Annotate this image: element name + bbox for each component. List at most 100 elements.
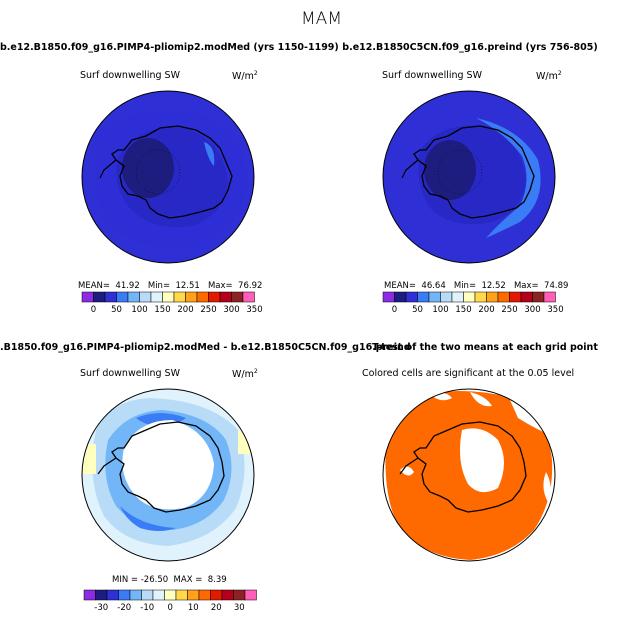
- map-1-coastline: [111, 125, 233, 219]
- map-1-outline: [81, 90, 255, 264]
- map-2-coastline: [413, 125, 535, 219]
- colorbar-tick-label: 200: [177, 305, 194, 315]
- colorbar-cell: [81, 291, 94, 303]
- map-3-yellow-east: [238, 430, 254, 454]
- colorbar-cell: [532, 291, 545, 303]
- map-2-peninsula: [401, 159, 419, 179]
- colorbar-cell: [474, 291, 487, 303]
- colorbar-tick-label: 0: [90, 305, 97, 315]
- colorbar-cell: [198, 589, 211, 601]
- colorbar-cell: [118, 589, 131, 601]
- colorbar-cell: [417, 291, 430, 303]
- panel-2-stats: MEAN= 46.64 Min= 12.52 Max= 74.89: [384, 281, 569, 291]
- colorbar-tick-label: -30: [94, 603, 109, 613]
- colorbar-tick-label: 100: [131, 305, 148, 315]
- colorbar-cell: [543, 291, 556, 303]
- colorbar-cell: [187, 589, 200, 601]
- colorbar-tick-label: 50: [111, 305, 122, 315]
- colorbar-cell: [463, 291, 476, 303]
- colorbar-cell: [451, 291, 464, 303]
- colorbar-cell: [231, 291, 244, 303]
- colorbar-tick-label: 30: [233, 603, 245, 613]
- colorbar-cell: [175, 589, 188, 601]
- map-panel-4: [383, 389, 555, 561]
- map-panel-3: [82, 389, 254, 561]
- colorbar-cell: [394, 291, 407, 303]
- map-4-coastline: [413, 421, 527, 513]
- colorbar-cell: [162, 291, 175, 303]
- colorbar-cell: [150, 291, 163, 303]
- colorbar-cell: [93, 291, 106, 303]
- colorbar-cell: [139, 291, 152, 303]
- panel-2-variable: Surf downwelling SW: [382, 70, 482, 81]
- map-2-light-band: [476, 118, 541, 238]
- colorbar-cell: [497, 291, 510, 303]
- colorbar-tick-label: 250: [501, 305, 518, 315]
- colorbar-cell: [382, 291, 395, 303]
- panel-title-4: T-test of the two means at each grid poi…: [372, 342, 598, 353]
- map-4-interior-gap: [460, 428, 504, 493]
- map-panel-1: [82, 91, 254, 263]
- figure-title: MAM: [301, 9, 342, 29]
- panel-title-2: b.e12.B1850C5CN.f09_g16.preind (yrs 756-…: [342, 42, 598, 53]
- panel-3-stats: MIN = -26.50 MAX = 8.39: [112, 575, 227, 585]
- map-4-peninsula: [399, 457, 419, 475]
- colorbar-cell: [520, 291, 533, 303]
- colorbar-cell: [173, 291, 186, 303]
- panel-2-units: W/m2: [536, 70, 562, 83]
- map-3-blue-south: [120, 506, 176, 531]
- colorbar-tick-label: 10: [187, 603, 199, 613]
- colorbar-1: [81, 291, 255, 303]
- panel-title-1: b.e12.B1850.f09_g16.PIMP4-pliomip2.modMe…: [0, 42, 339, 53]
- map-3-outline: [81, 388, 255, 562]
- colorbar-cell: [440, 291, 453, 303]
- colorbar-tick-label: 20: [210, 603, 222, 613]
- colorbar-tick-label: 300: [223, 305, 240, 315]
- map-3-coastline: [111, 421, 225, 513]
- map-4-gap-4: [543, 472, 551, 502]
- colorbar-cell: [210, 589, 223, 601]
- colorbar-cell: [104, 291, 117, 303]
- map-2-outline: [382, 90, 556, 264]
- map-1-peninsula: [99, 159, 117, 179]
- panel-3-units: W/m2: [232, 368, 258, 381]
- colorbar-cell: [509, 291, 522, 303]
- map-2-plateau-field: [424, 140, 476, 200]
- map-1-plateau-field: [122, 138, 174, 198]
- colorbar-cell: [95, 589, 108, 601]
- map-3-antarctica-fill: [122, 420, 214, 510]
- colorbar-cell: [141, 589, 154, 601]
- colorbar-cell: [116, 291, 129, 303]
- panel-3-variable: Surf downwelling SW: [80, 368, 180, 379]
- colorbar-cell: [106, 589, 119, 601]
- colorbar-cell: [242, 291, 255, 303]
- colorbar-tick-label: 50: [412, 305, 423, 315]
- colorbar-tick-label: -20: [117, 603, 132, 613]
- colorbar-tick-label: -10: [140, 603, 155, 613]
- panel-title-3: .B1850.f09_g16.PIMP4-pliomip2.modMed - b…: [0, 342, 411, 353]
- colorbar-cell: [208, 291, 221, 303]
- colorbar-cell: [486, 291, 499, 303]
- colorbar-cell: [233, 589, 246, 601]
- colorbar-cell: [185, 291, 198, 303]
- colorbar-3: [83, 589, 257, 601]
- panel-4-caption: Colored cells are significant at the 0.0…: [362, 368, 575, 379]
- colorbar-cell: [152, 589, 165, 601]
- panel-1-units: W/m2: [232, 70, 258, 83]
- colorbar-cell: [221, 589, 234, 601]
- map-3-peninsula: [97, 457, 117, 475]
- map-4-outline: [382, 388, 556, 562]
- map-3-yellow-west: [82, 444, 96, 474]
- colorbar-tick-label: 350: [547, 305, 564, 315]
- colorbar-cell: [196, 291, 209, 303]
- map-4-gap-2: [470, 392, 492, 407]
- map-panel-2: [383, 91, 555, 263]
- map-1-pole-circle: [135, 149, 181, 195]
- colorbar-cell: [428, 291, 441, 303]
- colorbar-2: [382, 291, 556, 303]
- colorbar-tick-label: 0: [391, 305, 398, 315]
- colorbar-cell: [83, 589, 96, 601]
- colorbar-tick-label: 150: [154, 305, 171, 315]
- colorbar-cell: [244, 589, 257, 601]
